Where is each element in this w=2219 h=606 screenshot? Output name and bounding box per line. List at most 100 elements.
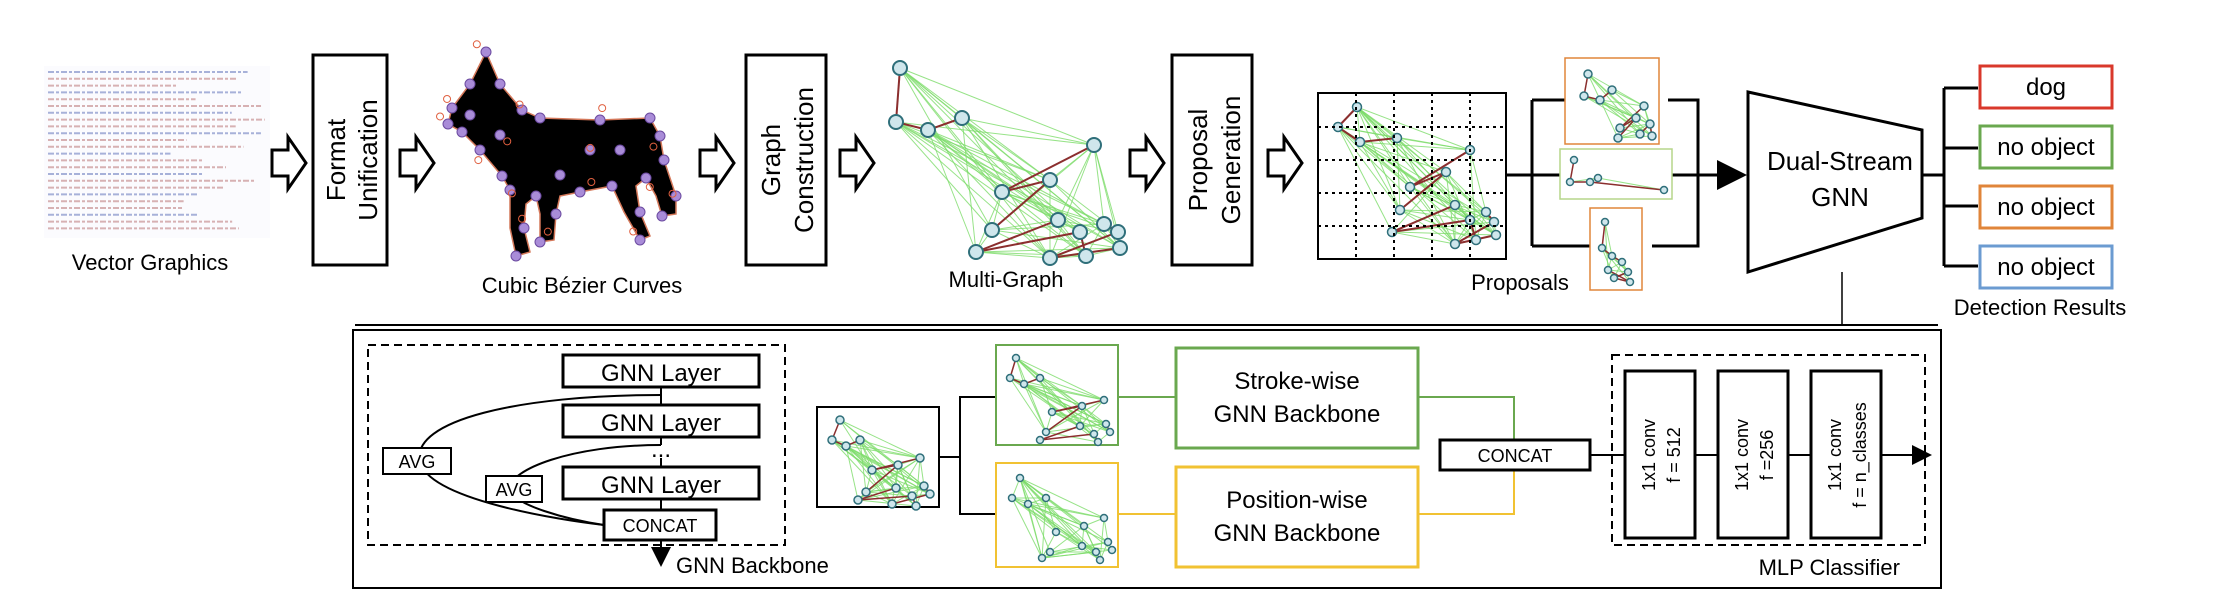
graph-node <box>1041 493 1051 503</box>
graph-edge <box>897 464 925 487</box>
graph-edge <box>1079 423 1107 427</box>
graph-edge <box>1587 73 1653 137</box>
graph-node <box>1597 243 1607 253</box>
graph-edge <box>1051 411 1095 435</box>
graph-node <box>1077 401 1087 411</box>
bezier-anchor <box>496 170 508 182</box>
graph-edge <box>961 117 1095 146</box>
graph-node <box>1050 212 1066 228</box>
graph-edge <box>839 419 921 459</box>
graph-edge <box>1023 383 1105 401</box>
graph-edge <box>1081 405 1107 425</box>
graph-edge <box>1599 99 1651 125</box>
graph-node <box>1047 407 1057 417</box>
graph-edge <box>1023 383 1083 407</box>
graph-edge <box>891 457 921 505</box>
graph-edge <box>927 129 1051 181</box>
graph-node <box>1089 429 1099 439</box>
conv2-line2: f =256 <box>1757 430 1777 481</box>
graph-edge <box>961 117 1059 221</box>
graph-edge <box>1051 411 1107 425</box>
bezier-anchor <box>606 180 618 192</box>
bezier-anchor <box>534 112 546 124</box>
graph-edge <box>927 129 977 253</box>
graph-node <box>1077 541 1087 551</box>
avg-box-1: AVG <box>399 452 436 472</box>
stroke-edge <box>991 179 1051 231</box>
graph-node <box>919 481 929 491</box>
graph-node <box>968 244 984 260</box>
stroke-edge <box>975 231 1081 253</box>
graph-node <box>1101 419 1111 429</box>
graph-edge <box>1019 477 1113 551</box>
graph-node <box>1617 257 1627 267</box>
graph-edge <box>1359 141 1471 151</box>
graph-edge <box>1356 106 1361 143</box>
result-no-object-2-label: no object <box>1997 194 2095 221</box>
graph-node <box>920 122 936 138</box>
graph-edge <box>1027 503 1105 519</box>
graph-edge <box>1396 137 1401 211</box>
proposal-crop-3 <box>1589 207 1643 291</box>
graph-edge <box>1359 141 1447 173</box>
bezier-anchor <box>456 126 468 138</box>
graph-node <box>1107 545 1117 555</box>
graph-edge <box>975 251 1051 259</box>
bezier-anchor <box>658 154 670 166</box>
gnn-layer-ellipsis: ... <box>651 436 671 463</box>
bezier-control-point <box>543 227 552 236</box>
graph-node <box>1607 85 1617 95</box>
dual-stream-line1: Dual-Stream <box>1767 146 1913 176</box>
bezier-control-point <box>443 94 452 103</box>
graph-node <box>1095 555 1105 565</box>
graph-edge <box>1396 137 1471 151</box>
graph-edge <box>975 191 1003 253</box>
graph-edge <box>1057 144 1095 221</box>
bezier-anchor <box>446 102 458 114</box>
result-no-object-3-label: no object <box>1997 254 2095 281</box>
result-dog-label: dog <box>2026 74 2066 101</box>
position-wise-stream: Position-wise GNN Backbone <box>995 462 1515 569</box>
graph-node <box>1105 427 1115 437</box>
graph-node <box>841 441 851 451</box>
graph-edge <box>1399 209 1471 221</box>
graph-node <box>1631 113 1641 123</box>
graph-node <box>1103 537 1113 547</box>
gnn-layer-2: GNN Layer <box>601 410 721 437</box>
graph-node <box>1035 435 1045 445</box>
graph-edge <box>895 121 1087 257</box>
bezier-control-point <box>645 182 654 191</box>
bezier-anchor <box>584 144 596 156</box>
graph-edge <box>1015 357 1105 401</box>
graph-edge <box>859 439 897 489</box>
conv1-line1: 1x1 conv <box>1639 419 1659 491</box>
graph-node <box>911 501 921 511</box>
graph-construction-block: Graph Construction <box>744 53 828 267</box>
graph-node <box>1480 206 1492 218</box>
graph-edge <box>859 439 899 466</box>
graph-node <box>1099 395 1109 405</box>
graph-node <box>1607 251 1617 261</box>
avg-box-2: AVG <box>496 480 533 500</box>
graph-node <box>1404 181 1416 193</box>
graph-node <box>1086 137 1102 153</box>
gnn-layer-3: GNN Layer <box>601 472 721 499</box>
stroke-edge <box>1039 425 1081 441</box>
bezier-anchor <box>530 190 542 202</box>
graph-edge <box>1039 377 1083 407</box>
graph-edge <box>1019 477 1109 543</box>
graph-edge <box>1391 231 1497 236</box>
gnn-backbone-title: GNN Backbone <box>676 553 829 578</box>
graph-node <box>1007 493 1017 503</box>
stroke-edge <box>895 67 901 123</box>
graph-node <box>1579 91 1589 101</box>
bezier-anchor <box>574 186 586 198</box>
graph-node <box>1093 437 1103 447</box>
graph-edge <box>1604 221 1613 257</box>
graph-edge <box>1019 477 1051 553</box>
graph-edge <box>975 247 1121 253</box>
graph-edge <box>1045 497 1057 533</box>
multigraph-illustration <box>888 60 1128 266</box>
graph-node <box>1565 177 1575 187</box>
flow-arrow-6 <box>1266 132 1304 194</box>
